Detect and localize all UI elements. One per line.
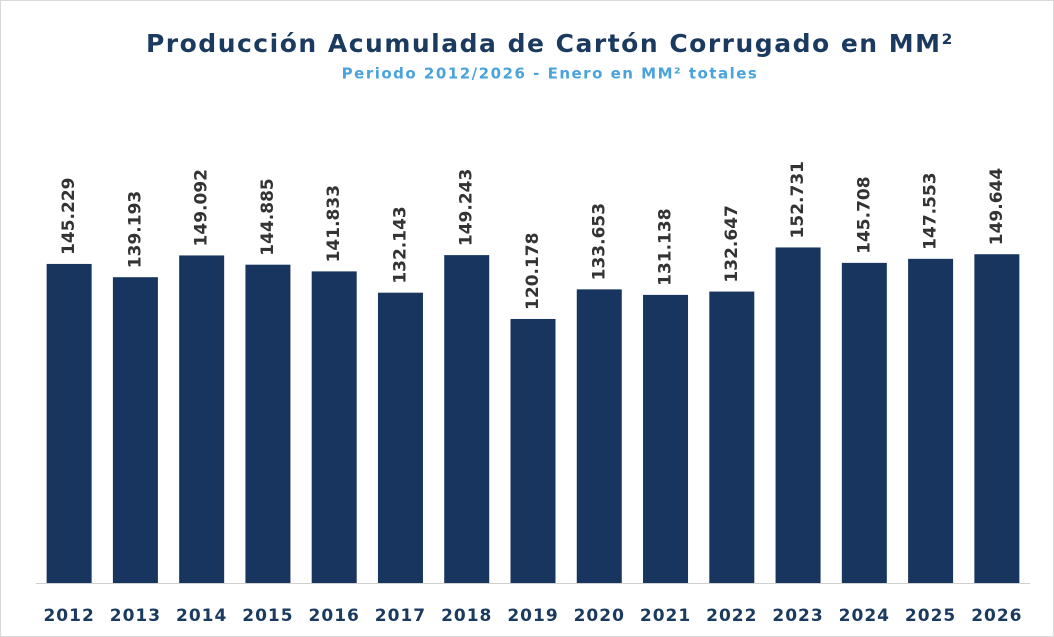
x-tick-label: 2017 <box>375 606 426 626</box>
x-tick-label: 2015 <box>242 606 293 626</box>
value-label: 145.708 <box>854 176 874 253</box>
x-tick-label: 2023 <box>772 606 823 626</box>
x-tick-label: 2018 <box>441 606 492 626</box>
value-label: 147.553 <box>921 172 941 249</box>
value-label: 149.243 <box>457 169 477 246</box>
bar <box>709 291 755 583</box>
value-label: 133.653 <box>589 203 609 280</box>
x-tick-label: 2021 <box>640 606 691 626</box>
value-label: 139.193 <box>125 191 145 268</box>
value-label: 131.138 <box>656 208 676 285</box>
bar <box>245 264 291 583</box>
x-tick-label: 2020 <box>574 606 625 626</box>
bar <box>444 255 490 583</box>
x-tick-label: 2012 <box>43 606 94 626</box>
x-tick-label: 2013 <box>110 606 161 626</box>
value-label: 144.885 <box>258 178 278 255</box>
bar <box>643 294 689 583</box>
bar <box>775 247 821 583</box>
bar <box>841 262 887 583</box>
x-tick-label: 2025 <box>905 606 956 626</box>
bar <box>510 318 556 583</box>
value-label: 132.647 <box>722 205 742 282</box>
value-label: 149.644 <box>987 168 1007 246</box>
bar <box>112 277 158 583</box>
bar <box>46 263 92 583</box>
x-tick-label: 2022 <box>706 606 757 626</box>
bar <box>377 292 423 583</box>
chart-title: Producción Acumulada de Cartón Corrugado… <box>146 29 954 58</box>
value-label: 152.731 <box>788 161 808 238</box>
x-tick-label: 2019 <box>507 606 558 626</box>
value-label: 145.229 <box>59 177 79 254</box>
bar <box>908 258 954 583</box>
bar <box>311 271 357 583</box>
value-label: 132.143 <box>390 206 410 283</box>
x-tick-label: 2014 <box>176 606 227 626</box>
bar <box>179 255 225 583</box>
value-label: 149.092 <box>192 169 212 246</box>
value-label: 141.833 <box>324 185 344 262</box>
chart-subtitle: Periodo 2012/2026 - Enero en MM² totales <box>342 65 759 83</box>
bar <box>576 289 622 583</box>
x-tick-label: 2024 <box>839 606 890 626</box>
bar <box>974 254 1020 584</box>
x-tick-label: 2026 <box>971 606 1022 626</box>
value-label: 120.178 <box>523 233 543 310</box>
x-tick-label: 2016 <box>309 606 360 626</box>
